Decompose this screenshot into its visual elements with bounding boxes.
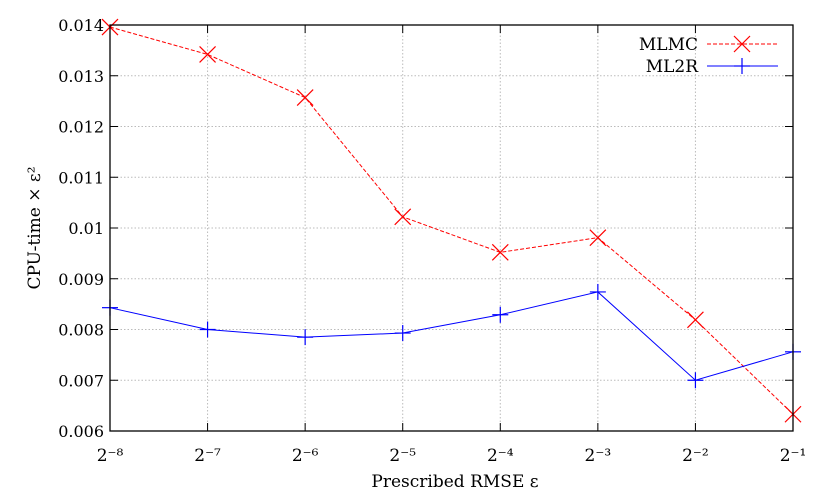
x-tick-label: 2⁻¹ (780, 446, 807, 466)
series-line-ml2r (109, 291, 794, 381)
marker-x (589, 229, 607, 247)
marker-x (687, 311, 704, 329)
marker-x (199, 46, 216, 63)
y-tick-label: 0.012 (58, 118, 104, 137)
data-point-ml2r (297, 329, 314, 346)
data-point-ml2r (492, 306, 509, 323)
y-tick-label: 0.013 (58, 67, 104, 86)
data-point-ml2r (687, 372, 704, 389)
data-point-ml2r (199, 321, 216, 338)
x-tick-label: 2⁻³ (585, 446, 612, 466)
x-tick-label: 2⁻⁴ (487, 446, 514, 466)
x-tick-label: 2⁻⁸ (97, 446, 124, 466)
data-point-ml2r (589, 283, 606, 300)
y-tick-label: 0.01 (68, 219, 104, 238)
data-point-mlmc (394, 208, 412, 226)
series-layer (101, 18, 802, 423)
plot-frame (109, 24, 794, 432)
x-tick-label: 2⁻⁵ (389, 446, 416, 466)
y-tick-label: 0.011 (58, 168, 104, 187)
marker-x (394, 208, 412, 226)
legend-label-ml2r: ML2R (646, 57, 700, 77)
data-point-mlmc (296, 89, 314, 106)
y-tick-label: 0.007 (58, 371, 104, 390)
y-tick-label: 0.006 (58, 422, 104, 441)
data-point-mlmc (491, 243, 509, 261)
series-line-mlmc (109, 26, 794, 415)
marker-x (491, 243, 509, 261)
data-point-mlmc (589, 229, 607, 247)
x-axis-label: Prescribed RMSE ε (371, 472, 538, 492)
y-axis-label: CPU-time × ε² (25, 166, 45, 289)
legend-label-mlmc: MLMC (639, 35, 698, 55)
grid (110, 25, 793, 431)
marker-x (296, 89, 314, 106)
y-tick-label: 0.014 (58, 16, 104, 35)
x-tick-label: 2⁻² (682, 446, 709, 466)
axis-ticks: 0.006 0.007 0.008 0.009 0.01 0.011 0.012 0.013 0… (58, 16, 806, 466)
y-tick-label: 0.009 (58, 270, 104, 289)
x-tick-label: 2⁻⁶ (292, 446, 319, 466)
data-point-ml2r (394, 325, 411, 342)
marker-x (733, 35, 751, 53)
x-tick-label: 2⁻⁷ (194, 446, 221, 466)
y-tick-label: 0.008 (58, 321, 104, 340)
data-point-mlmc (687, 311, 704, 329)
data-point-mlmc (199, 46, 216, 63)
